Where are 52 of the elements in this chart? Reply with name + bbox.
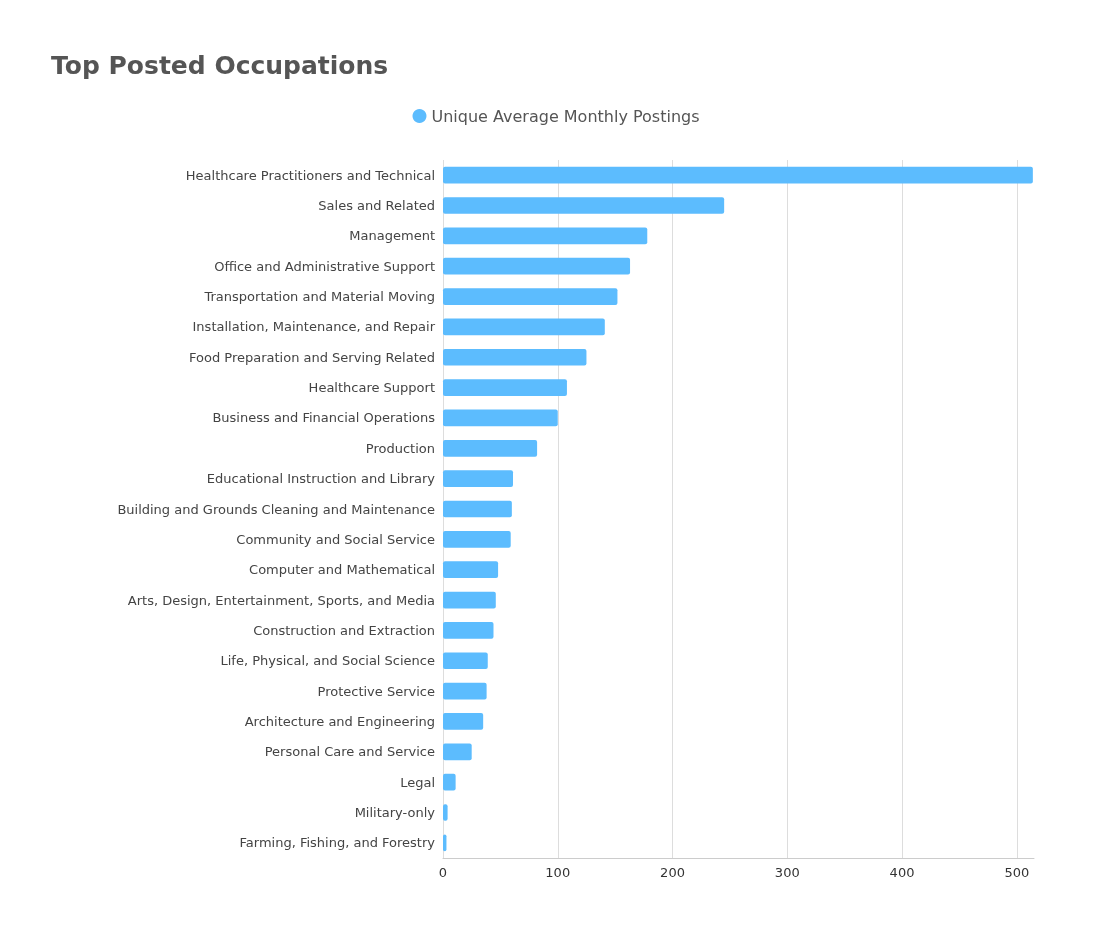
x-tick-label: 400 — [889, 865, 915, 880]
y-tick-label: Community and Social Service — [236, 531, 435, 547]
y-tick-label: Production — [365, 440, 435, 456]
y-tick-label: Business and Financial Operations — [212, 410, 436, 426]
y-tick-label: Architecture and Engineering — [244, 713, 435, 729]
y-tick-label: Food Preparation and Serving Related — [188, 349, 435, 365]
y-tick-label: Installation, Maintenance, and Repair — [192, 319, 436, 335]
bar — [443, 561, 499, 579]
bar — [443, 652, 488, 670]
bar — [443, 409, 558, 427]
bar — [443, 318, 605, 336]
y-tick-label: Transportation and Material Moving — [203, 289, 435, 305]
bar — [443, 713, 484, 730]
bar — [443, 591, 496, 609]
y-tick-label: Personal Care and Service — [264, 744, 435, 760]
y-tick-label: Computer and Mathematical — [249, 562, 435, 578]
y-tick-label: Protective Service — [317, 683, 435, 699]
y-tick-label: Sales and Related — [318, 198, 435, 214]
bar — [443, 622, 494, 639]
bar — [443, 500, 512, 518]
x-tick-label: 100 — [545, 865, 571, 880]
y-tick-label: Arts, Design, Entertainment, Sports, and Media — [127, 592, 435, 608]
bar — [443, 743, 472, 761]
bar — [443, 348, 587, 366]
bar — [443, 257, 631, 275]
x-tick-label: 0 — [438, 865, 448, 880]
bar — [443, 197, 725, 214]
y-tick-label: Office and Administrative Support — [214, 258, 435, 274]
y-tick-label: Building and Grounds Cleaning and Maintenance — [117, 501, 435, 517]
x-tick-label: 200 — [660, 865, 685, 880]
bar — [443, 288, 618, 305]
y-tick-label: Military-only — [354, 804, 436, 820]
y-tick-label: Management — [349, 228, 435, 244]
x-tick-label: 500 — [1004, 865, 1030, 880]
bar — [443, 470, 513, 487]
bar — [443, 439, 538, 457]
bar — [443, 227, 648, 245]
bar — [443, 773, 456, 791]
bar — [443, 166, 1033, 184]
y-tick-label: Legal — [400, 774, 435, 790]
bar — [443, 379, 567, 396]
y-tick-label: Educational Instruction and Library — [206, 471, 436, 487]
y-tick-label: Healthcare Practitioners and Technical — [185, 167, 435, 183]
bar — [443, 531, 511, 548]
y-tick-label: Life, Physical, and Social Science — [220, 653, 435, 669]
y-tick-label: Farming, Fishing, and Forestry — [239, 835, 436, 851]
legend-label: Unique Average Monthly Postings — [431, 106, 700, 126]
y-tick-label: Healthcare Support — [308, 380, 435, 396]
text: Top Posted Occupations — [51, 51, 389, 80]
bar — [443, 682, 487, 700]
y-tick-label: Construction and Extraction — [253, 622, 435, 638]
x-tick-label: 300 — [774, 865, 800, 880]
